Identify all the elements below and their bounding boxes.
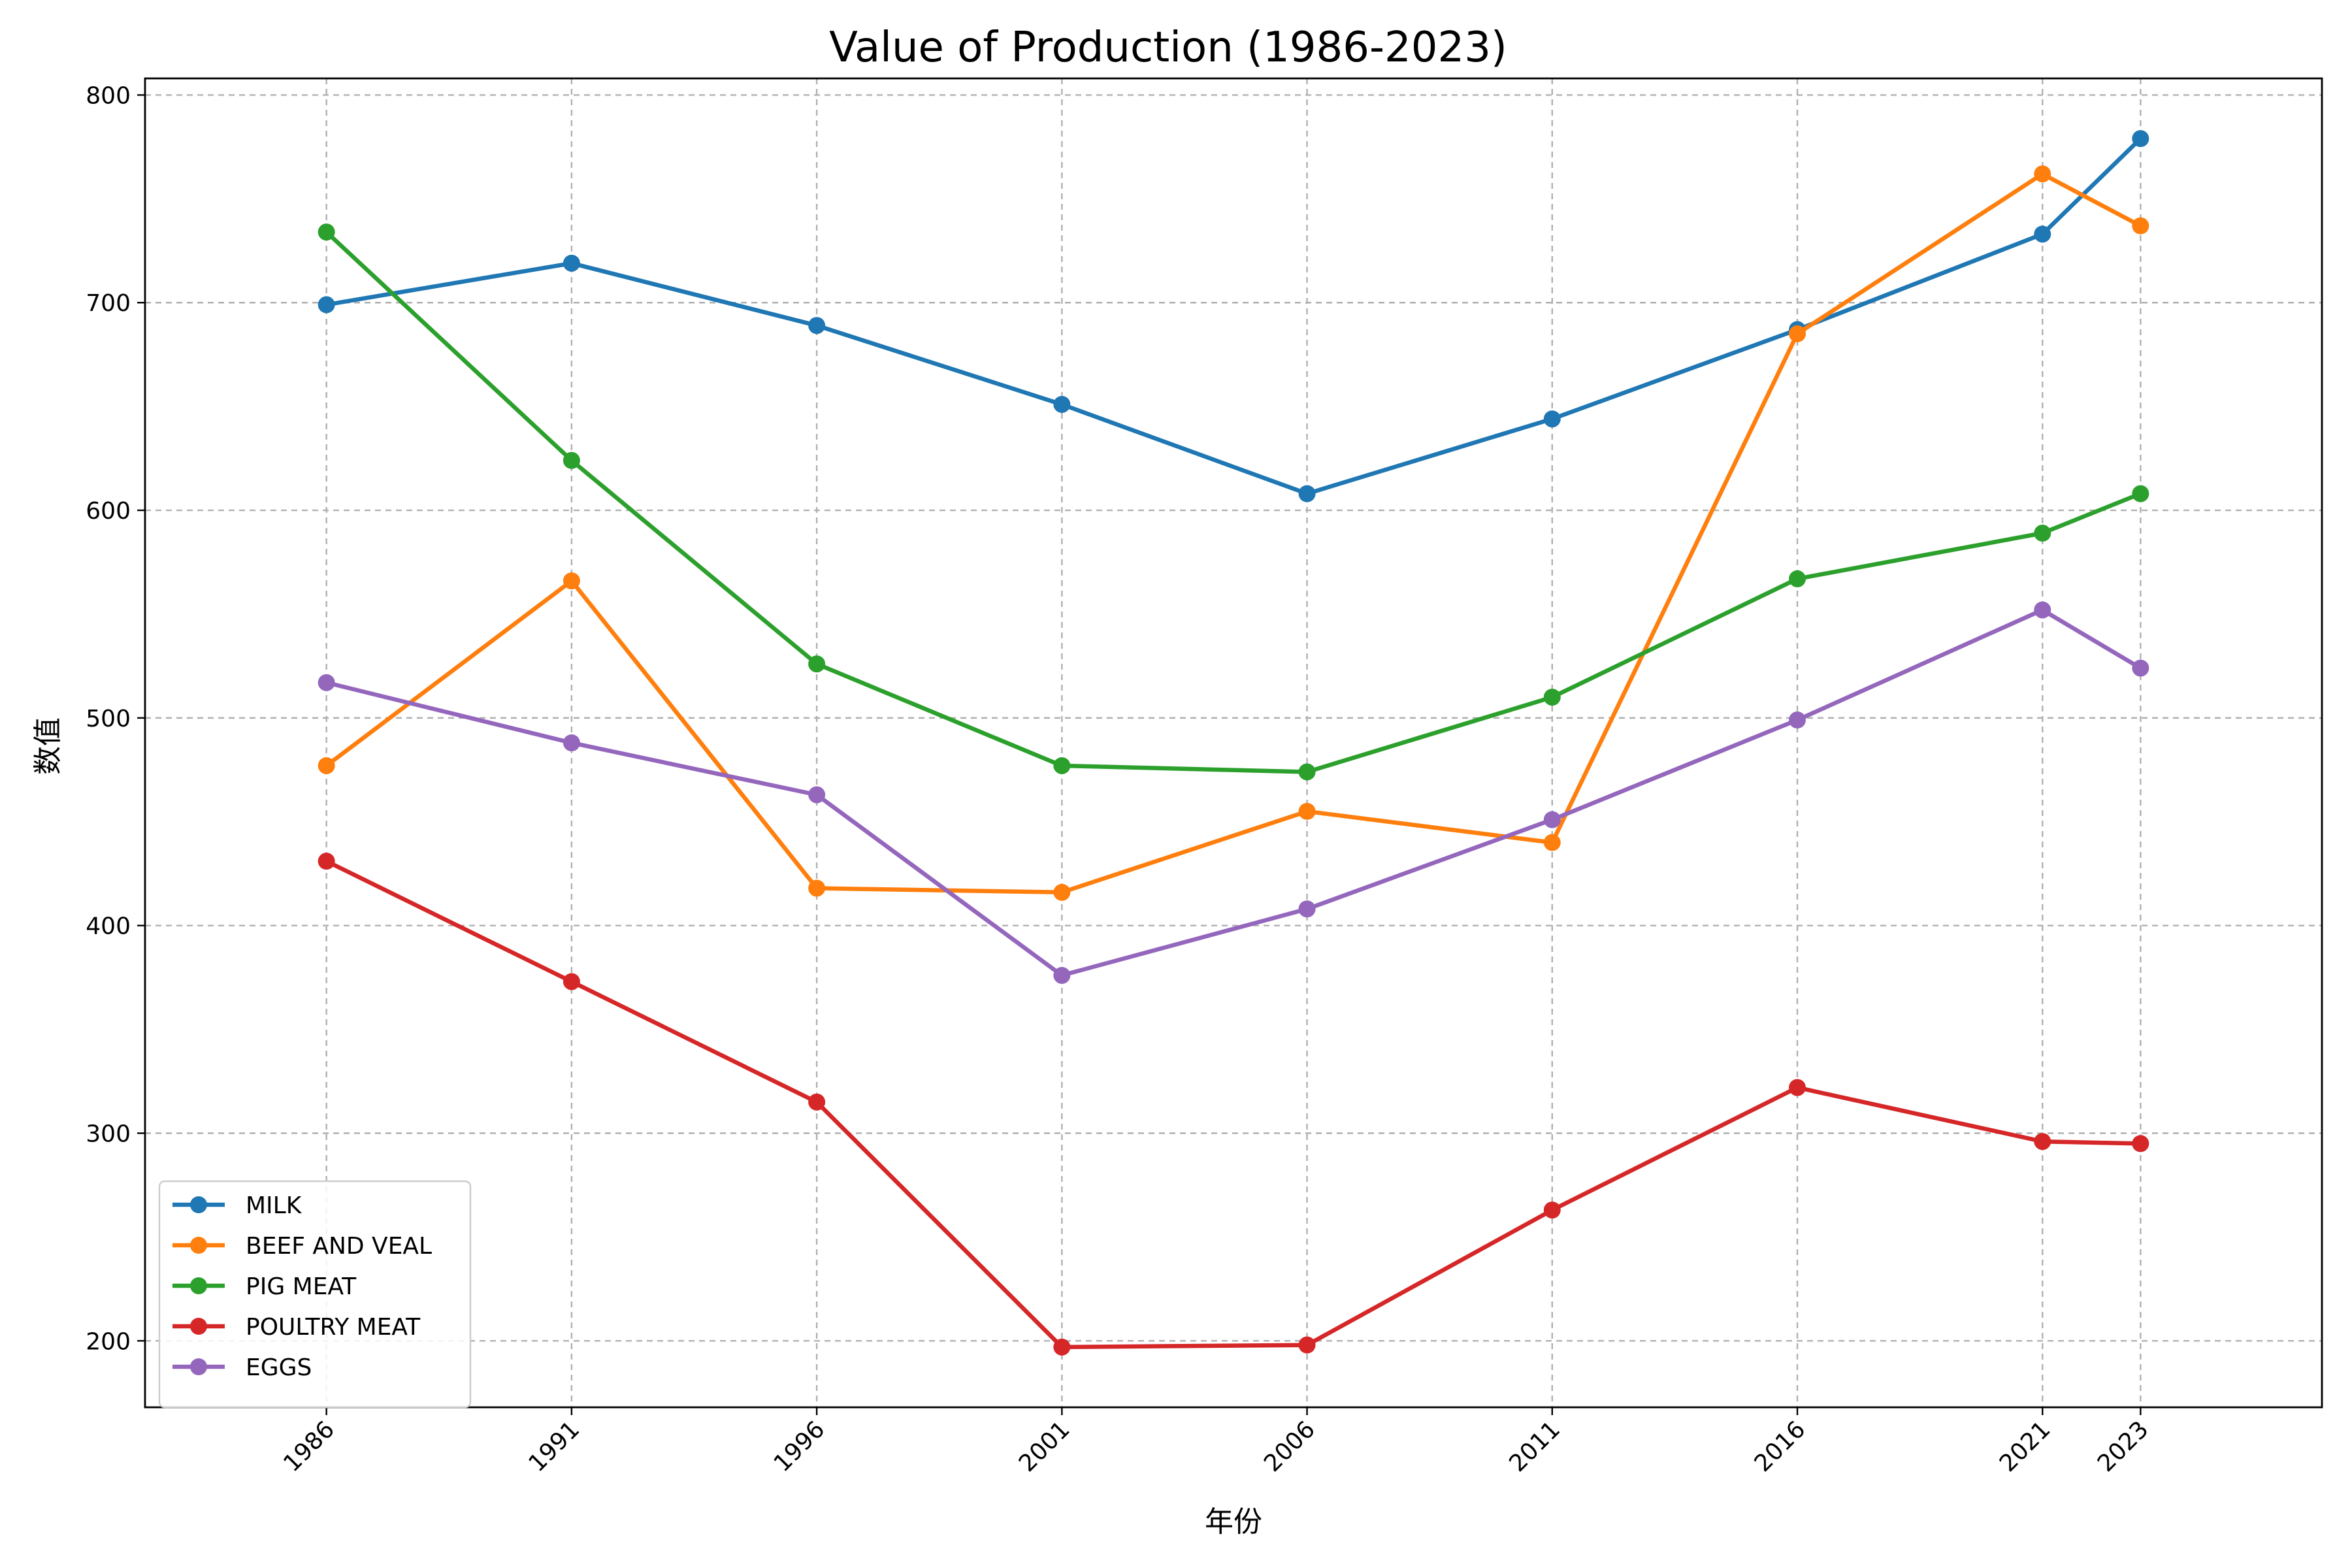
data-point-beef-and-veal — [1053, 883, 1071, 901]
data-point-pig-meat — [2034, 525, 2051, 542]
data-point-poultry-meat — [808, 1093, 826, 1111]
legend-swatch-marker — [190, 1358, 207, 1375]
data-point-beef-and-veal — [1298, 802, 1316, 820]
y-axis-label: 数值 — [31, 717, 65, 775]
data-point-milk — [2034, 225, 2051, 243]
data-point-milk — [1053, 395, 1071, 413]
data-point-pig-meat — [2132, 485, 2149, 502]
plot-frame — [144, 77, 2323, 1409]
y-tick-label: 800 — [86, 82, 131, 109]
data-point-milk — [1543, 410, 1561, 428]
data-point-poultry-meat — [1543, 1201, 1561, 1219]
legend-item-beef-and-veal: BEEF AND VEAL — [172, 1233, 432, 1260]
data-point-pig-meat — [1298, 763, 1316, 781]
data-point-beef-and-veal — [1543, 834, 1561, 851]
data-point-poultry-meat — [1789, 1079, 1806, 1096]
data-point-eggs — [1543, 811, 1561, 828]
data-point-milk — [563, 254, 580, 272]
chart-title: Value of Production (1986-2023) — [829, 24, 1507, 72]
data-point-milk — [318, 296, 335, 314]
data-point-eggs — [2034, 601, 2051, 619]
data-point-pig-meat — [1053, 757, 1071, 774]
legend-swatch-marker — [190, 1277, 207, 1294]
data-point-beef-and-veal — [318, 757, 335, 774]
data-point-eggs — [808, 786, 826, 804]
data-point-beef-and-veal — [1789, 325, 1806, 342]
data-point-eggs — [318, 674, 335, 691]
data-point-pig-meat — [1543, 689, 1561, 706]
legend-swatch-marker — [190, 1196, 207, 1213]
series-pig-meat — [318, 223, 2149, 781]
series-eggs — [318, 601, 2149, 984]
y-tick-label: 600 — [86, 498, 131, 525]
y-tick-label: 300 — [86, 1120, 131, 1147]
data-point-poultry-meat — [2132, 1135, 2149, 1152]
data-point-beef-and-veal — [2132, 217, 2149, 235]
data-point-eggs — [1298, 900, 1316, 918]
legend-label: MILK — [246, 1192, 302, 1219]
data-point-milk — [2132, 130, 2149, 148]
legend-swatch-marker — [190, 1237, 207, 1254]
legend-box — [158, 1180, 472, 1409]
legend-label: POULTRY MEAT — [246, 1314, 421, 1341]
data-point-beef-and-veal — [808, 879, 826, 897]
y-tick-label: 200 — [86, 1328, 131, 1355]
data-point-pig-meat — [1789, 570, 1806, 587]
data-point-milk — [1298, 485, 1316, 502]
data-point-pig-meat — [808, 655, 826, 673]
legend-item-eggs: EGGS — [172, 1354, 312, 1381]
legend-label: EGGS — [246, 1354, 312, 1381]
series-poultry-meat — [318, 853, 2149, 1356]
legend-item-pig-meat: PIG MEAT — [172, 1273, 357, 1300]
y-tick-label: 400 — [86, 913, 131, 940]
y-tick-label: 500 — [86, 706, 131, 732]
data-point-poultry-meat — [2034, 1133, 2051, 1151]
data-point-beef-and-veal — [2034, 165, 2051, 183]
legend-swatch-marker — [190, 1318, 207, 1335]
data-point-poultry-meat — [1053, 1338, 1071, 1356]
data-point-eggs — [2132, 659, 2149, 677]
legend-label: PIG MEAT — [246, 1273, 357, 1300]
data-point-poultry-meat — [318, 853, 335, 870]
series-beef-and-veal — [318, 165, 2149, 901]
data-point-milk — [808, 317, 826, 335]
data-point-poultry-meat — [563, 973, 580, 990]
legend-label: BEEF AND VEAL — [246, 1233, 432, 1260]
data-point-beef-and-veal — [563, 572, 580, 590]
legend-item-milk: MILK — [172, 1192, 302, 1219]
data-point-poultry-meat — [1298, 1336, 1316, 1354]
data-point-pig-meat — [563, 451, 580, 469]
data-point-eggs — [1789, 711, 1806, 729]
data-point-pig-meat — [318, 223, 335, 241]
series-layer — [318, 130, 2149, 1356]
data-point-eggs — [1053, 966, 1071, 984]
legend: MILK BEEF AND VEAL PIG MEAT POULTRY MEAT EGG… — [158, 1180, 472, 1409]
x-axis-label: 年份 — [1205, 1505, 1262, 1539]
grid-lines — [145, 78, 2322, 1407]
y-tick-label: 700 — [86, 290, 131, 317]
legend-item-poultry-meat: POULTRY MEAT — [172, 1314, 421, 1341]
data-point-eggs — [563, 734, 580, 751]
